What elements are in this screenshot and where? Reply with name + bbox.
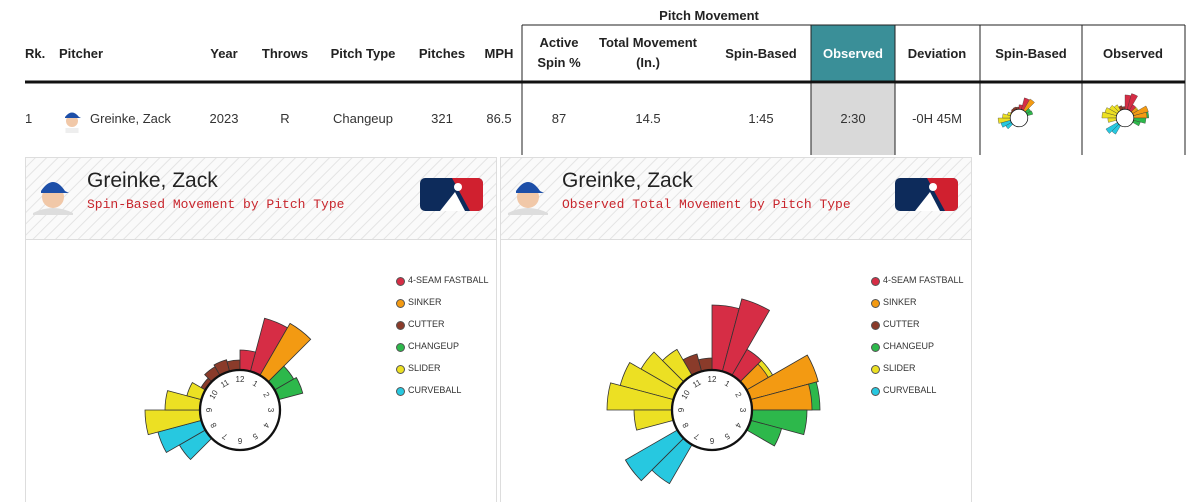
legend-label: CUTTER	[883, 319, 920, 329]
rank-cell: 1	[25, 111, 33, 126]
clock-label: 7	[692, 431, 701, 441]
clock-label: 5	[723, 431, 732, 441]
data-cell: 1:45	[748, 111, 774, 126]
column-header: Observed	[1103, 46, 1163, 61]
clock-face	[1115, 108, 1135, 128]
clock-label: 1	[723, 379, 732, 389]
column-header: Spin-Based	[725, 46, 797, 61]
clock-label: 4	[733, 421, 743, 430]
panel-subtitle: Observed Total Movement by Pitch Type	[562, 197, 851, 212]
clock-face	[1009, 108, 1029, 128]
column-header: Year	[210, 46, 238, 61]
legend-swatch	[871, 343, 880, 352]
rose	[997, 97, 1035, 130]
clock-label: 3	[738, 408, 747, 413]
clock-face	[198, 368, 282, 452]
column-header: MPH	[484, 46, 514, 61]
mlb-logos	[420, 178, 958, 211]
clock-face	[670, 368, 754, 452]
observed-cell-bg	[811, 84, 895, 155]
legend-label: SINKER	[883, 297, 917, 307]
rose	[1101, 93, 1149, 135]
legend-label: 4-SEAM FASTBALL	[883, 275, 964, 285]
clock-label: 7	[220, 431, 229, 441]
clock-label: 1	[251, 379, 260, 389]
legend-swatch	[396, 321, 405, 330]
legend-label: CHANGEUP	[883, 341, 935, 351]
legend-swatch	[871, 321, 880, 330]
column-header: Rk.	[25, 46, 46, 61]
column-header: Pitcher	[59, 46, 104, 61]
headshots	[33, 182, 548, 215]
group-header: Pitch Movement	[659, 8, 759, 23]
panel-name: Greinke, Zack	[87, 169, 218, 192]
legend-label: CURVEBALL	[883, 385, 937, 395]
legend-swatch	[396, 387, 405, 396]
column-header: Deviation	[907, 46, 967, 61]
pitcher-cell: Greinke, Zack	[90, 111, 171, 126]
legend-swatch	[871, 299, 880, 308]
column-header: Pitches	[418, 46, 466, 61]
clock-label: 12	[708, 375, 717, 384]
clock-label: 4	[261, 421, 271, 430]
clock-label: 8	[680, 421, 690, 430]
legend-swatch	[396, 343, 405, 352]
data-cell: 321	[431, 111, 453, 126]
clock-label: 2	[733, 391, 743, 400]
clock-label: 2	[261, 391, 271, 400]
column-header: Observed	[823, 46, 883, 61]
legend-swatch	[396, 299, 405, 308]
clock-label: 3	[266, 408, 275, 413]
wedge	[1107, 117, 1117, 123]
legend-label: CHANGEUP	[408, 341, 460, 351]
data-cell: 86.5	[486, 111, 512, 126]
data-cell: 2023	[209, 111, 239, 126]
clock-label: 8	[208, 421, 218, 430]
column-header: Throws	[261, 46, 309, 61]
observed-header-bg	[811, 25, 895, 82]
legend-label: CUTTER	[408, 319, 445, 329]
legend-label: CURVEBALL	[408, 385, 462, 395]
data-cell: 2:30	[840, 111, 866, 126]
legend-label: SLIDER	[408, 363, 441, 373]
legend-swatch	[871, 277, 880, 286]
legend-swatch	[871, 387, 880, 396]
data-cell: 87	[551, 111, 567, 126]
data-cell: R	[280, 111, 290, 126]
clock-label: 6	[237, 436, 242, 445]
clock-label: 12	[236, 375, 245, 384]
data-cell: Changeup	[333, 111, 393, 126]
column-header: Active Spin %	[537, 35, 581, 70]
clock-label: 5	[251, 431, 260, 441]
legend-swatch	[871, 365, 880, 374]
column-borders	[521, 25, 1186, 155]
column-header: Spin-Based	[995, 46, 1067, 61]
data-cell: 14.5	[635, 111, 661, 126]
clock-label: 9	[205, 407, 214, 412]
column-header: Total Movement (In.)	[599, 35, 697, 70]
clock-label: 9	[677, 407, 686, 412]
legend-label: SINKER	[408, 297, 442, 307]
legend-label: 4-SEAM FASTBALL	[408, 275, 489, 285]
panel-name: Greinke, Zack	[562, 169, 693, 192]
clock-label: 6	[709, 436, 714, 445]
row-headshot	[65, 112, 81, 133]
legend-swatch	[396, 365, 405, 374]
column-header: Pitch Type	[330, 46, 396, 61]
legend-label: SLIDER	[883, 363, 916, 373]
data-cell: -0H 45M	[912, 111, 962, 126]
panel-subtitle: Spin-Based Movement by Pitch Type	[87, 197, 345, 212]
legend-swatch	[396, 277, 405, 286]
